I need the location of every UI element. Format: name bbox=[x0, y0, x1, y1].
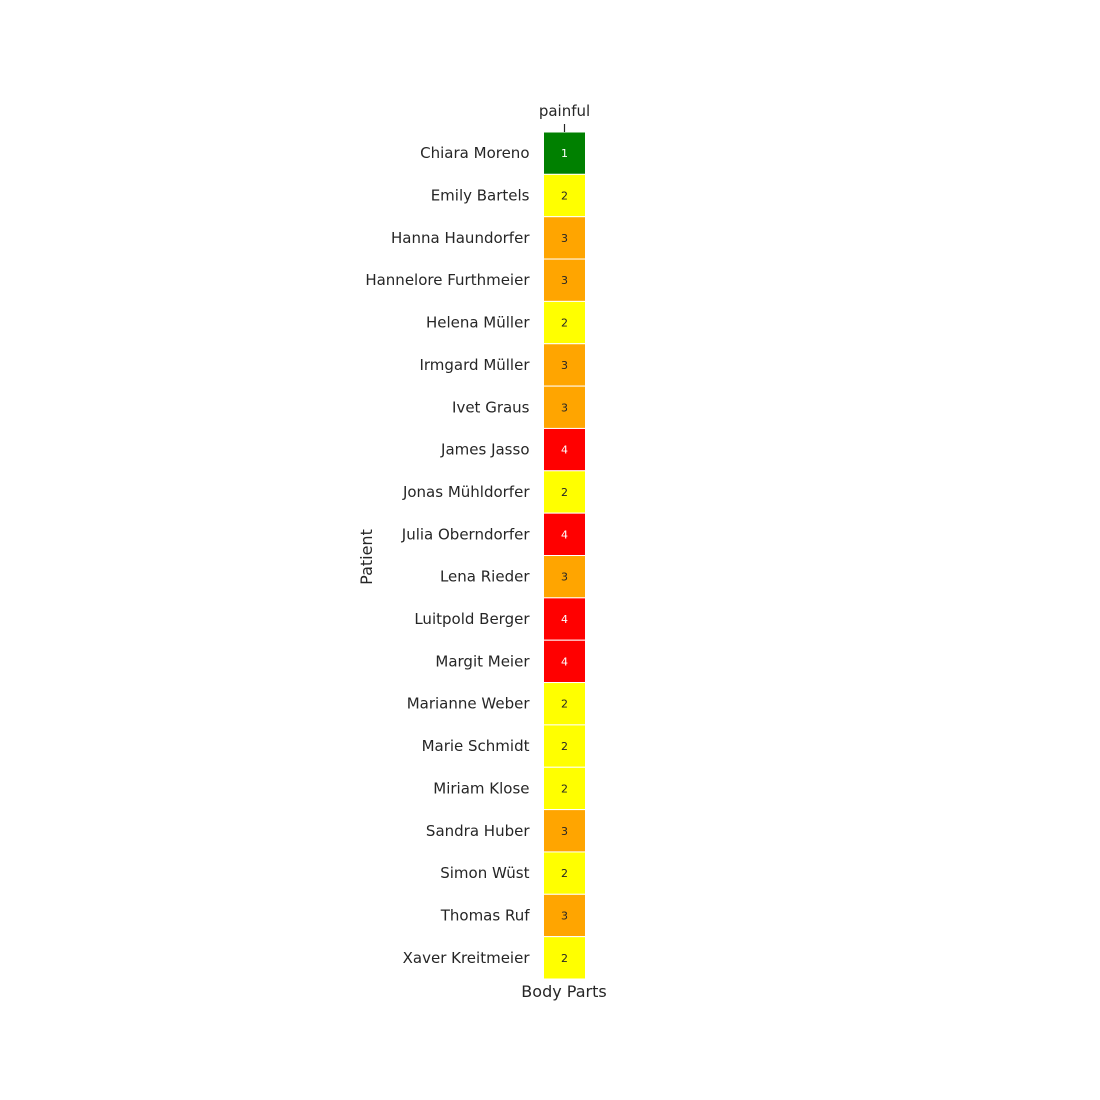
cell-value-label: 2 bbox=[561, 952, 568, 965]
heatmap-cell bbox=[543, 809, 586, 853]
cell-value-label: 3 bbox=[561, 274, 568, 287]
row-tick-label: Chiara Moreno bbox=[420, 144, 529, 162]
cell-value-label: 3 bbox=[561, 359, 568, 372]
column-tick-label: painful bbox=[539, 102, 590, 120]
cell-value-label: 2 bbox=[561, 782, 568, 795]
cell-value-label: 2 bbox=[561, 486, 568, 499]
row-tick-label: Thomas Ruf bbox=[440, 906, 530, 924]
cell-value-label: 2 bbox=[561, 317, 568, 330]
row-tick-label: Ivet Graus bbox=[452, 398, 530, 416]
row-tick-label: Sandra Huber bbox=[426, 822, 530, 840]
cell-value-label: 2 bbox=[561, 867, 568, 880]
heatmap-cell bbox=[543, 555, 586, 599]
cell-value-label: 4 bbox=[561, 528, 568, 541]
row-tick-label: Miriam Klose bbox=[433, 779, 529, 797]
y-axis-title: Patient bbox=[357, 529, 376, 585]
column-labels-layer: painful bbox=[539, 102, 590, 132]
x-axis-title: Body Parts bbox=[521, 982, 606, 1001]
heatmap-cell bbox=[543, 893, 586, 938]
row-tick-label: Lena Rieder bbox=[440, 568, 530, 586]
heatmap-cell bbox=[543, 936, 586, 980]
cell-value-label: 2 bbox=[561, 190, 568, 203]
cell-value-label: 4 bbox=[561, 444, 568, 457]
cells-layer: 1 2 3 3 2 3 3 4 2 4 3 4 4 2 2 2 3 2 3 2 bbox=[543, 131, 586, 980]
cell-value-label: 3 bbox=[561, 571, 568, 584]
row-tick-label: Julia Oberndorfer bbox=[401, 525, 531, 543]
row-labels-layer: Chiara Moreno Emily Bartels Hanna Haundorf… bbox=[365, 144, 530, 967]
heatmap-cell bbox=[543, 766, 586, 811]
row-tick-label: James Jasso bbox=[440, 441, 529, 459]
heatmap-cell bbox=[543, 682, 586, 726]
heatmap-cell bbox=[543, 512, 586, 557]
cell-value-label: 3 bbox=[561, 401, 568, 414]
row-tick-label: Simon Wüst bbox=[440, 864, 529, 882]
row-tick-label: Xaver Kreitmeier bbox=[403, 949, 531, 967]
row-tick-label: Hanna Haundorfer bbox=[391, 229, 530, 247]
cell-value-label: 3 bbox=[561, 825, 568, 838]
row-tick-label: Irmgard Müller bbox=[419, 356, 530, 374]
row-tick-label: Margit Meier bbox=[435, 652, 530, 670]
row-tick-label: Emily Bartels bbox=[431, 187, 530, 205]
row-tick-label: Helena Müller bbox=[426, 314, 530, 332]
cell-value-label: 3 bbox=[561, 909, 568, 922]
heatmap-cell bbox=[543, 851, 586, 895]
cell-value-label: 4 bbox=[561, 613, 568, 626]
cell-value-label: 4 bbox=[561, 655, 568, 668]
row-tick-label: Hannelore Furthmeier bbox=[365, 271, 530, 289]
heatmap-cell bbox=[543, 427, 586, 472]
heatmap-cell bbox=[543, 173, 586, 218]
row-tick-label: Luitpold Berger bbox=[414, 610, 530, 628]
cell-value-label: 2 bbox=[561, 698, 568, 711]
row-tick-label: Jonas Mühldorfer bbox=[402, 483, 530, 501]
cell-value-label: 3 bbox=[561, 232, 568, 245]
row-tick-label: Marie Schmidt bbox=[422, 737, 530, 755]
cell-value-label: 1 bbox=[561, 147, 568, 160]
heatmap-cell bbox=[543, 131, 586, 175]
heatmap-cell bbox=[543, 597, 586, 641]
heatmap-cell bbox=[543, 343, 586, 387]
cell-value-label: 2 bbox=[561, 740, 568, 753]
heatmap-cell bbox=[543, 258, 586, 302]
row-tick-label: Marianne Weber bbox=[407, 695, 531, 713]
